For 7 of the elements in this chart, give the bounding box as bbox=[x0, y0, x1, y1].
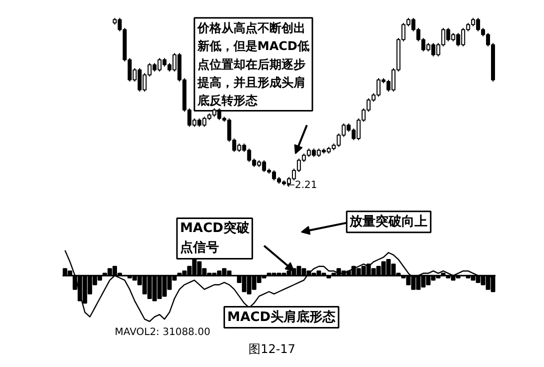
annotation: MACD突破点信号 bbox=[180, 220, 250, 256]
annotation: MACD头肩底形态 bbox=[227, 308, 337, 325]
text: 放量突破向上 bbox=[348, 213, 428, 230]
annotation: 价格从高点不断创出新低，但是MACD低点位置却在后期逐步提高，并且形成头肩底反转形态 bbox=[196, 20, 310, 108]
text: MAVOL2: 31088.00 bbox=[114, 326, 210, 338]
annotation: ←2.21 bbox=[286, 180, 318, 191]
caption: 图12-17 bbox=[248, 341, 296, 358]
